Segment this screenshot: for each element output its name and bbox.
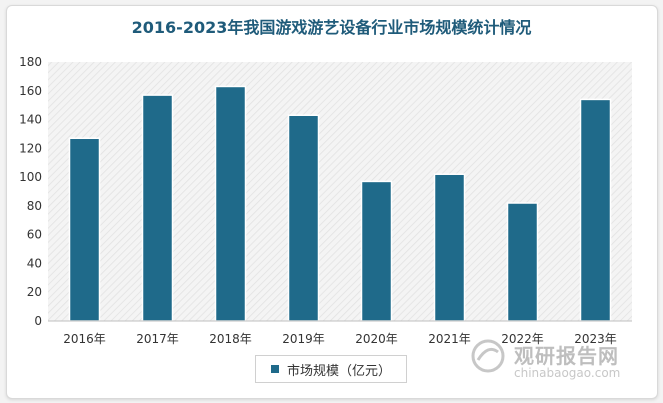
x-tick-label: 2023年 [574, 332, 617, 346]
x-tick-label: 2016年 [63, 332, 106, 346]
bar [506, 202, 539, 322]
x-tick-label: 2022年 [501, 332, 544, 346]
watermark: 观研报告网 chinabaogao.com [470, 336, 650, 386]
bar [141, 94, 174, 322]
bar [579, 98, 612, 322]
x-tick-label: 2019年 [282, 332, 325, 346]
x-tick-label: 2020年 [355, 332, 398, 346]
watermark-logo-icon [471, 339, 505, 373]
x-tick-label: 2021年 [428, 332, 471, 346]
x-tick-label: 2017年 [136, 332, 179, 346]
bar [287, 114, 320, 322]
bar [433, 173, 466, 322]
watermark-url: chinabaogao.com [514, 366, 621, 380]
y-tick-label: 160 [19, 84, 42, 98]
y-tick-label: 140 [19, 113, 42, 127]
y-tick-label: 180 [19, 55, 42, 69]
legend: 市场规模（亿元） [255, 355, 407, 383]
bar [214, 85, 247, 322]
y-tick-label: 20 [27, 285, 42, 299]
x-tick-label: 2018年 [209, 332, 252, 346]
y-tick-label: 60 [27, 228, 42, 242]
legend-swatch [270, 365, 279, 373]
bar [360, 180, 393, 322]
y-tick-label: 120 [19, 141, 42, 155]
y-tick-label: 80 [27, 199, 42, 213]
y-tick-label: 100 [19, 170, 42, 184]
y-tick-label: 40 [27, 256, 42, 270]
plot-background [48, 62, 632, 321]
watermark-name: 观研报告网 [514, 344, 619, 368]
chart-title: 2016-2023年我国游戏游艺设备行业市场规模统计情况 [131, 18, 532, 37]
y-tick-label: 0 [34, 314, 42, 328]
legend-label: 市场规模（亿元） [286, 363, 391, 379]
bar [68, 137, 101, 322]
